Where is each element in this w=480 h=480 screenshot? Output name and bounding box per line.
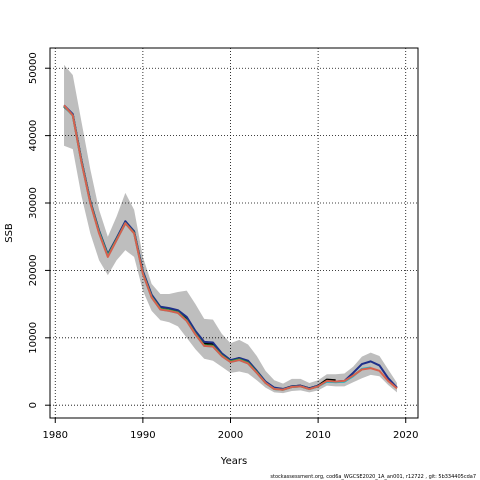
y-tick-label: 50000 (28, 52, 39, 84)
x-tick-label: 2000 (218, 430, 243, 441)
series-line (63, 104, 398, 391)
plot-frame (49, 47, 419, 419)
x-axis-label: Years (220, 456, 247, 467)
x-tick-label: 2010 (305, 430, 330, 441)
y-tick-label: 10000 (28, 322, 39, 354)
y-tick-label: 40000 (28, 120, 39, 152)
x-tick-label: 1980 (43, 430, 68, 441)
x-tick-label: 2020 (393, 430, 418, 441)
y-tick-label: 20000 (28, 254, 39, 286)
y-axis-label: SSB (4, 223, 15, 243)
y-tick-label: 0 (28, 402, 39, 408)
x-tick-label: 1990 (130, 430, 155, 441)
footnote: stockassessment.org, cod6a_WGCSE2020_1A_… (270, 474, 476, 480)
y-tick-label: 30000 (28, 187, 39, 219)
